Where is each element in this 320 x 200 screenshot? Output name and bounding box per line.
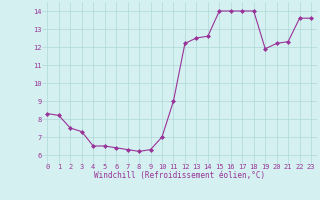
X-axis label: Windchill (Refroidissement éolien,°C): Windchill (Refroidissement éolien,°C): [94, 171, 265, 180]
